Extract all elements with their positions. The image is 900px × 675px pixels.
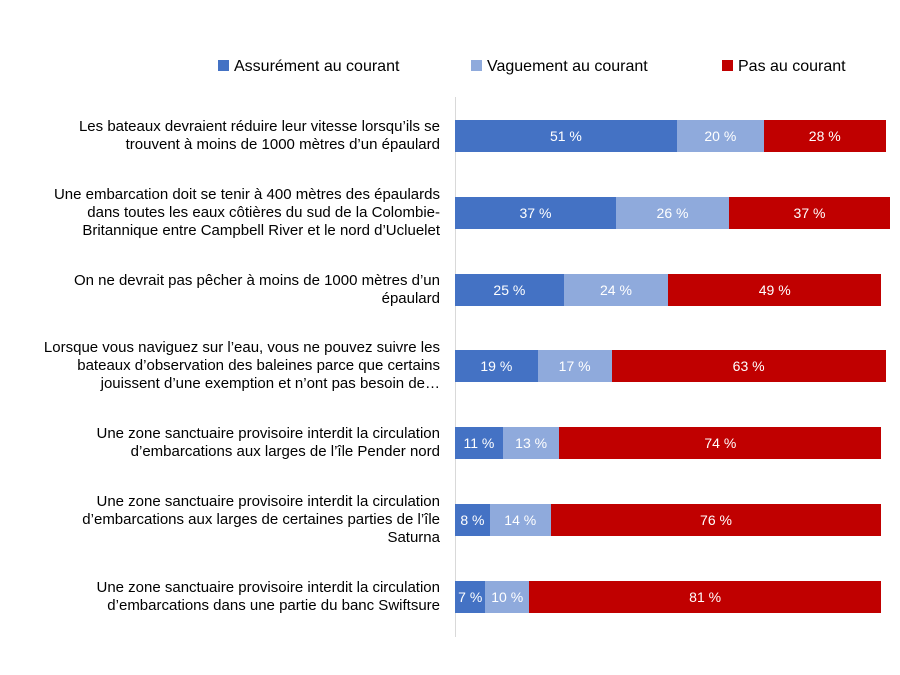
bar [502,427,560,460]
legend-swatch [471,60,482,71]
value-label: 20 % [704,128,737,144]
bar [676,120,764,152]
bar [528,580,882,613]
bar [563,273,669,306]
value-label: 17 % [558,358,591,375]
bar [455,580,486,613]
bar [455,427,503,460]
value-label: 10 % [491,588,524,605]
bar [455,273,564,306]
bar [455,504,490,536]
legend-label: Pas au courant [738,58,846,75]
legend-swatch [722,60,733,71]
category-label: Les bateaux devraient réduire leur vites… [78,118,440,153]
value-label: 51 % [549,128,582,144]
value-label: 37 % [519,204,552,221]
bar [611,350,886,383]
bar [489,504,551,536]
value-label: 76 % [700,512,732,528]
value-label: 25 % [493,281,526,298]
value-label: 24 % [599,281,632,298]
value-label: 63 % [732,358,765,375]
legend-label: Assurément au courant [234,58,400,75]
bar [537,350,612,383]
value-label: 14 % [504,512,537,528]
value-label: 19 % [480,358,513,375]
legend-swatch [218,60,229,71]
value-label: 28 % [808,128,841,144]
legend-item: Vaguement au courant [471,58,648,76]
bar [763,120,886,152]
category-label: Une zone sanctuaire provisoire interdit … [96,425,440,461]
value-label: 81 % [689,588,722,605]
category-label: Lorsque vous naviguez sur l’eau, vous ne… [43,339,440,393]
value-label: 37 % [793,204,826,221]
bar [668,273,882,306]
value-label: 11 % [463,435,495,452]
bar [550,504,882,536]
category-label: Une zone sanctuaire provisoire interdit … [96,578,440,614]
value-label: 49 % [758,281,791,298]
value-label: 26 % [656,204,689,221]
value-label: 74 % [704,435,737,452]
value-label: 13 % [515,435,548,452]
category-label: Une zone sanctuaire provisoire interdit … [82,493,440,546]
value-label: 8 % [460,512,485,528]
category-label: On ne devrait pas pêcher à moins de 1000… [73,271,440,307]
bar [729,196,890,229]
legend-item: Pas au courant [722,58,846,76]
bar [455,350,538,383]
legend-label: Vaguement au courant [487,58,648,75]
bar [485,580,529,613]
bar [455,196,616,229]
bar [559,427,882,460]
bar [615,196,730,229]
value-label: 7 % [458,588,483,605]
category-label: Une embarcation doit se tenir à 400 mètr… [53,185,440,239]
legend-item: Assurément au courant [218,58,399,76]
bar [455,120,677,152]
